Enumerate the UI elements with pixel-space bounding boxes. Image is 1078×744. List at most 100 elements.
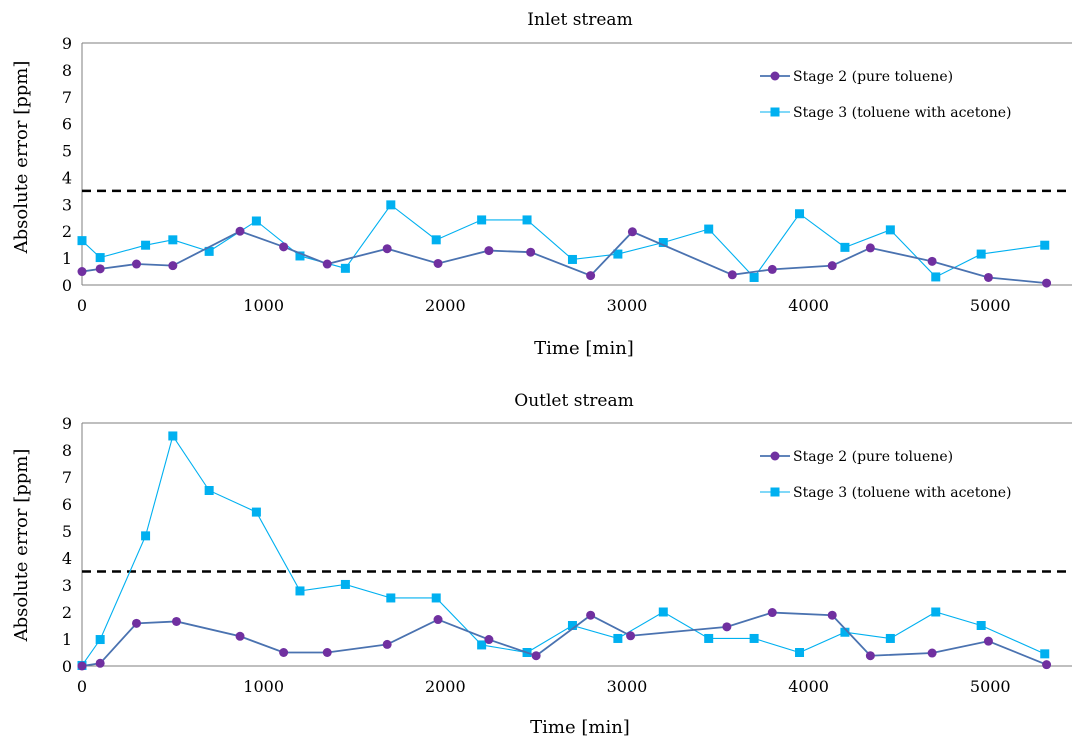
data-point-stage-2 [727, 270, 737, 280]
y-tick-label: 2 [62, 603, 72, 622]
y-tick-label: 1 [62, 249, 72, 268]
data-point-stage-3 [477, 640, 487, 650]
data-point-stage-3 [431, 593, 441, 603]
y-tick-label: 4 [62, 549, 72, 568]
data-point-stage-3 [386, 593, 396, 603]
x-axis-label: Time [min] [534, 338, 634, 359]
chart-title: Inlet stream [527, 10, 632, 30]
data-point-stage-3 [340, 579, 350, 589]
data-point-stage-2 [382, 639, 392, 649]
data-point-stage-2 [77, 661, 87, 671]
data-point-stage-2 [77, 267, 87, 277]
legend-label: Stage 3 (toluene with acetone) [793, 485, 1012, 501]
x-tick-label: 1000 [243, 296, 284, 315]
data-point-stage-2 [827, 610, 837, 620]
data-point-stage-3 [251, 216, 261, 226]
legend-marker-circle [770, 451, 780, 461]
data-point-stage-3 [658, 607, 668, 617]
data-point-stage-2 [586, 271, 596, 281]
data-point-stage-2 [927, 256, 937, 266]
data-point-stage-2 [433, 615, 443, 625]
data-point-stage-2 [235, 226, 245, 236]
data-point-stage-2 [1042, 660, 1052, 670]
series-line-stage-2 [81, 611, 1047, 667]
data-point-stage-2 [279, 242, 289, 252]
y-tick-label: 0 [62, 657, 72, 676]
data-point-stage-3 [1040, 240, 1050, 250]
y-tick-label: 4 [62, 168, 72, 187]
data-point-stage-2 [279, 648, 289, 657]
y-tick-label: 5 [62, 522, 72, 541]
x-tick-label: 5000 [970, 677, 1011, 696]
legend-label: Stage 3 (toluene with acetone) [793, 105, 1012, 121]
data-point-stage-3 [613, 249, 623, 259]
data-point-stage-2 [322, 259, 332, 269]
data-point-stage-2 [626, 631, 636, 641]
data-point-stage-2 [168, 261, 178, 271]
data-point-stage-2 [95, 658, 105, 668]
x-tick-label: 4000 [788, 677, 829, 696]
y-tick-label: 5 [62, 142, 72, 161]
data-point-stage-3 [931, 607, 941, 617]
data-point-stage-3 [840, 242, 850, 252]
y-tick-label: 9 [62, 414, 72, 433]
data-point-stage-2 [322, 648, 332, 657]
x-tick-label: 1000 [243, 677, 284, 696]
data-point-stage-3 [204, 246, 214, 256]
data-point-stage-2 [1042, 278, 1052, 288]
data-point-stage-2 [827, 261, 837, 271]
series-line-stage-2 [81, 230, 1047, 285]
series-line-stage-3 [81, 204, 1045, 279]
data-point-stage-2 [927, 648, 937, 658]
data-point-stage-3 [168, 431, 178, 441]
data-point-stage-3 [295, 586, 305, 596]
data-point-stage-2 [767, 608, 777, 618]
x-tick-label: 0 [77, 677, 87, 696]
data-point-stage-3 [658, 238, 668, 248]
data-point-stage-2 [433, 258, 443, 268]
data-point-stage-2 [484, 635, 494, 645]
data-point-stage-3 [340, 263, 350, 273]
data-point-stage-2 [865, 651, 875, 661]
data-point-stage-3 [251, 507, 261, 517]
y-tick-label: 0 [62, 276, 72, 295]
data-point-stage-3 [1040, 649, 1050, 659]
data-point-stage-3 [386, 200, 396, 210]
x-tick-label: 4000 [788, 296, 829, 315]
legend-marker-square [770, 487, 780, 497]
data-point-stage-2 [586, 610, 596, 620]
data-point-stage-3 [295, 251, 305, 261]
y-tick-label: 3 [62, 195, 72, 214]
y-tick-label: 8 [62, 61, 72, 80]
data-point-stage-2 [526, 247, 536, 257]
data-point-stage-2 [484, 246, 494, 256]
data-point-stage-3 [141, 531, 151, 541]
y-axis-label: Absolute error [ppm] [11, 449, 32, 643]
inlet-stream-panel: Inlet stream Absolute error [ppm] Time [… [11, 10, 1072, 359]
data-point-stage-3 [749, 272, 759, 282]
x-tick-label: 2000 [425, 296, 466, 315]
x-axis-label: Time [min] [530, 717, 630, 738]
y-tick-label: 3 [62, 576, 72, 595]
data-point-stage-2 [171, 616, 181, 626]
data-point-stage-3 [95, 635, 105, 645]
data-point-stage-2 [627, 227, 637, 237]
y-tick-label: 6 [62, 495, 72, 514]
y-axis-label: Absolute error [ppm] [11, 61, 32, 255]
data-point-stage-3 [567, 254, 577, 264]
data-point-stage-2 [95, 264, 105, 274]
y-tick-label: 7 [62, 88, 72, 107]
x-tick-label: 3000 [607, 296, 648, 315]
data-point-stage-2 [983, 636, 993, 646]
legend-marker-circle [770, 71, 780, 81]
data-point-stage-3 [141, 240, 151, 250]
data-point-stage-2 [531, 651, 541, 661]
data-point-stage-3 [704, 633, 714, 643]
data-point-stage-3 [704, 224, 714, 234]
data-point-stage-3 [567, 621, 577, 630]
data-point-stage-2 [131, 618, 141, 628]
data-point-stage-2 [131, 259, 141, 269]
data-point-stage-2 [865, 243, 875, 253]
data-point-stage-3 [976, 621, 986, 630]
data-point-stage-3 [795, 209, 805, 219]
